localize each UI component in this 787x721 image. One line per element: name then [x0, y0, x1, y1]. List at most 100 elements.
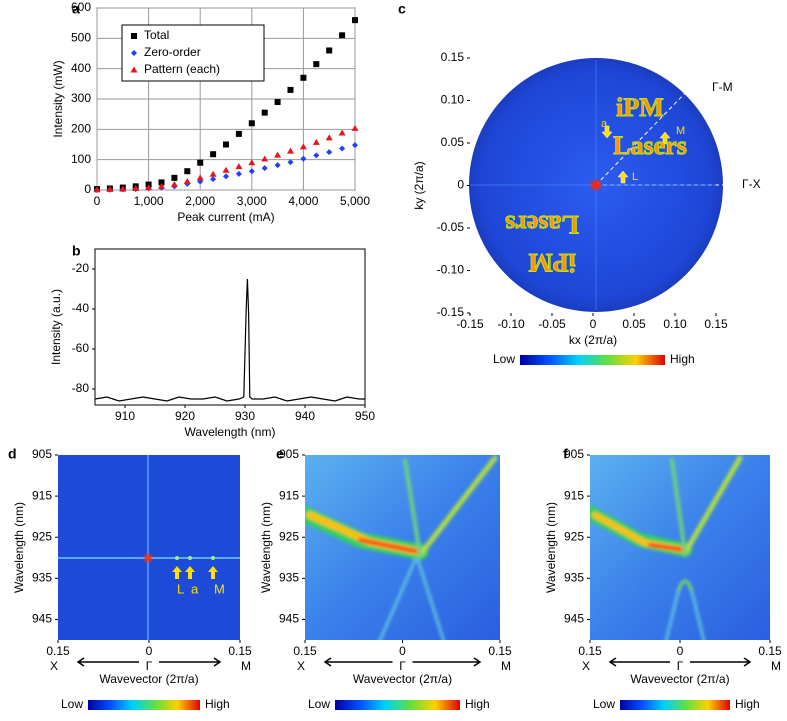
y-tick-label: 0	[84, 182, 91, 196]
marker	[222, 166, 230, 173]
marker	[248, 120, 255, 127]
marker	[352, 142, 358, 149]
annotation: a	[601, 118, 608, 130]
x-tick-label: 5,000	[340, 194, 370, 208]
y-axis-label: Wavelength (nm)	[12, 502, 26, 593]
marker	[158, 179, 165, 186]
y-tick-label: 925	[564, 529, 584, 543]
y-tick-label: 500	[71, 31, 91, 45]
legend-label: Pattern (each)	[144, 62, 220, 76]
panel-label: c	[398, 1, 406, 17]
arrows	[172, 566, 218, 579]
y-tick-label: 915	[279, 488, 299, 502]
legend-marker	[131, 50, 137, 56]
y-tick-label: 915	[32, 488, 52, 502]
marker	[351, 124, 359, 131]
annotation: Γ-X	[742, 177, 761, 191]
marker	[261, 165, 268, 172]
colorbar-low: Low	[308, 697, 330, 711]
direction-label: Γ	[399, 659, 406, 673]
y-tick-label: 400	[71, 61, 91, 75]
colorbar-high: High	[670, 352, 695, 366]
marker	[261, 155, 269, 162]
colorbar-high: High	[735, 697, 760, 711]
x-tick-label: 0.15	[46, 644, 70, 658]
marker	[132, 184, 140, 191]
x-tick-label: 0	[590, 317, 597, 331]
y-axis-label: Wavelength (nm)	[544, 502, 558, 593]
y-tick-label: 300	[71, 91, 91, 105]
y-tick-label: 905	[32, 447, 52, 461]
legend-marker	[130, 66, 138, 73]
direction-label: Γ	[677, 659, 684, 673]
y-tick-label: -20	[72, 261, 90, 275]
marker	[196, 174, 204, 181]
x-axis-label: kx (2π/a)	[569, 333, 617, 347]
annotation: Lasers	[613, 131, 687, 160]
y-tick-label: 0.10	[441, 93, 465, 107]
x-tick-label: 0.15	[293, 644, 317, 658]
y-axis-label: ky (2π/a)	[412, 161, 426, 209]
y-tick-label: -40	[72, 301, 90, 315]
x-tick-label: 950	[355, 409, 375, 423]
marker	[184, 168, 191, 175]
x-tick-label: 0.15	[578, 644, 602, 658]
y-axis-label: Wavelength (nm)	[259, 502, 273, 593]
y-tick-label: 935	[279, 571, 299, 585]
marker	[223, 173, 229, 180]
annotation: M	[676, 125, 685, 137]
marker	[106, 185, 114, 192]
marker	[287, 86, 294, 93]
marker	[274, 151, 282, 158]
marker	[171, 174, 178, 181]
panel-label: b	[72, 243, 81, 259]
x-tick-label: 0	[146, 644, 153, 658]
marker	[235, 170, 242, 177]
marker	[313, 61, 320, 68]
y-tick-label: 905	[564, 447, 584, 461]
marker	[339, 32, 346, 39]
direction-label: M	[501, 659, 511, 673]
colorbar	[620, 700, 730, 710]
marker	[352, 17, 358, 24]
marker	[300, 155, 307, 162]
marker	[209, 170, 217, 177]
marker	[145, 184, 153, 191]
y-tick-label: -80	[72, 381, 90, 395]
marker	[223, 141, 229, 148]
center-spot	[144, 554, 152, 562]
marker	[93, 186, 101, 193]
legend-label: Total	[144, 28, 169, 42]
direction-label: X	[297, 659, 305, 673]
marker	[300, 74, 307, 81]
marker	[312, 138, 320, 145]
marker	[325, 134, 333, 141]
panel-label: f	[563, 446, 568, 462]
marker	[287, 159, 294, 166]
marker	[158, 182, 165, 189]
y-tick-label: 200	[71, 122, 91, 136]
x-tick-label: 0	[677, 644, 684, 658]
x-tick-label: 910	[115, 409, 135, 423]
x-tick-label: 4,000	[288, 194, 318, 208]
y-axis-label: Intensity (a.u.)	[49, 289, 63, 365]
marker	[210, 176, 217, 183]
x-tick-label: 1,000	[134, 194, 164, 208]
annotation: a	[191, 581, 199, 596]
annotation-mirror: Lasers	[505, 210, 579, 239]
legend-marker	[131, 33, 137, 39]
y-tick-label: 935	[564, 571, 584, 585]
arrow	[159, 657, 222, 667]
x-tick-label: -0.10	[497, 317, 525, 331]
legend-label: Zero-order	[144, 45, 201, 59]
y-tick-label: 0.05	[441, 135, 465, 149]
y-tick-label: 925	[32, 529, 52, 543]
colorbar-low: Low	[61, 697, 83, 711]
panel-label: e	[276, 446, 284, 462]
y-tick-label: 945	[564, 612, 584, 626]
x-tick-label: 0.05	[622, 317, 646, 331]
annotation: L	[632, 171, 638, 183]
arrows	[601, 125, 671, 184]
annotation-mirror: iPM	[528, 248, 576, 277]
